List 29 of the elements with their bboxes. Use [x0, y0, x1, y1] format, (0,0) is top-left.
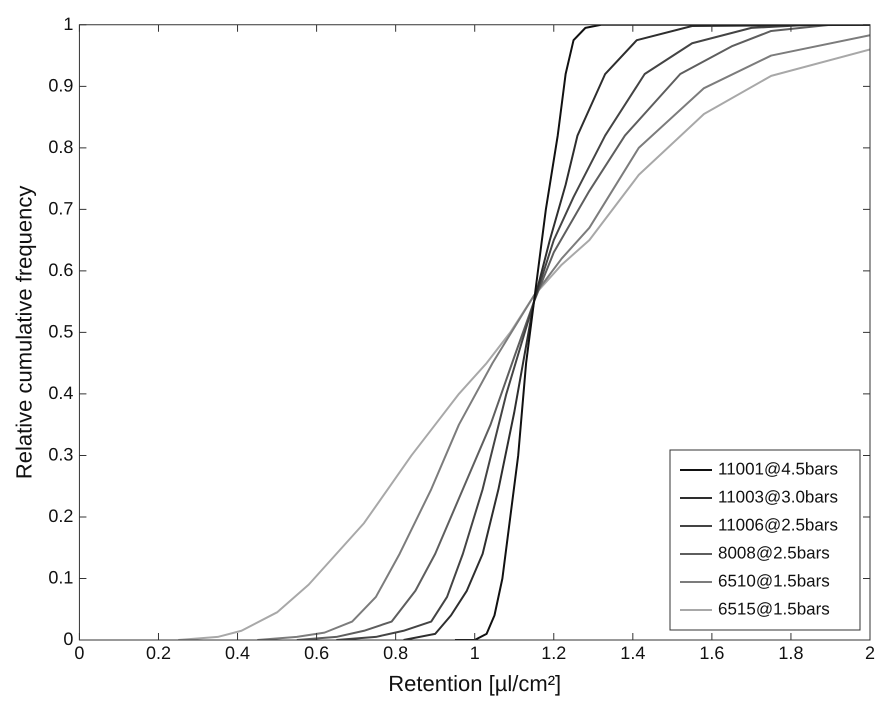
x-tick-label: 1.4: [620, 642, 646, 663]
y-tick-label: 0.9: [48, 75, 74, 96]
y-tick-label: 0.1: [48, 567, 74, 588]
x-tick-label: 0.6: [304, 642, 330, 663]
x-tick-label: 1.2: [541, 642, 566, 663]
y-tick-label: 0.6: [48, 260, 74, 280]
x-tick-label: 1: [470, 642, 480, 663]
legend-label: 6510@1.5bars: [718, 572, 830, 591]
x-tick-label: 0.2: [146, 642, 171, 663]
y-axis-title: Relative cumulative frequency: [11, 186, 36, 480]
y-tick-label: 0.4: [48, 382, 74, 403]
x-axis-title: Retention [µl/cm²]: [388, 670, 562, 696]
x-tick-label: 0.8: [383, 642, 408, 663]
y-tick-label: 0.5: [48, 321, 74, 342]
legend-label: 8008@2.5bars: [718, 544, 830, 563]
legend-label: 11003@3.0bars: [718, 488, 838, 507]
x-tick-label: 1.8: [778, 642, 804, 663]
x-tick-label: 2: [864, 642, 876, 663]
y-tick-label: 0: [63, 628, 74, 649]
y-tick-label: 0.8: [48, 136, 74, 157]
x-tick-label: 0.4: [225, 642, 250, 663]
legend-label: 11001@4.5bars: [718, 460, 838, 479]
y-tick-label: 0.7: [48, 198, 74, 218]
y-tick-label: 1: [63, 14, 74, 34]
y-tick-label: 0.2: [48, 506, 74, 526]
legend-label: 6515@1.5bars: [718, 600, 830, 619]
y-tick-label: 0.3: [48, 444, 74, 464]
x-tick-label: 1.6: [699, 642, 724, 663]
legend-label: 11006@2.5bars: [718, 516, 838, 535]
